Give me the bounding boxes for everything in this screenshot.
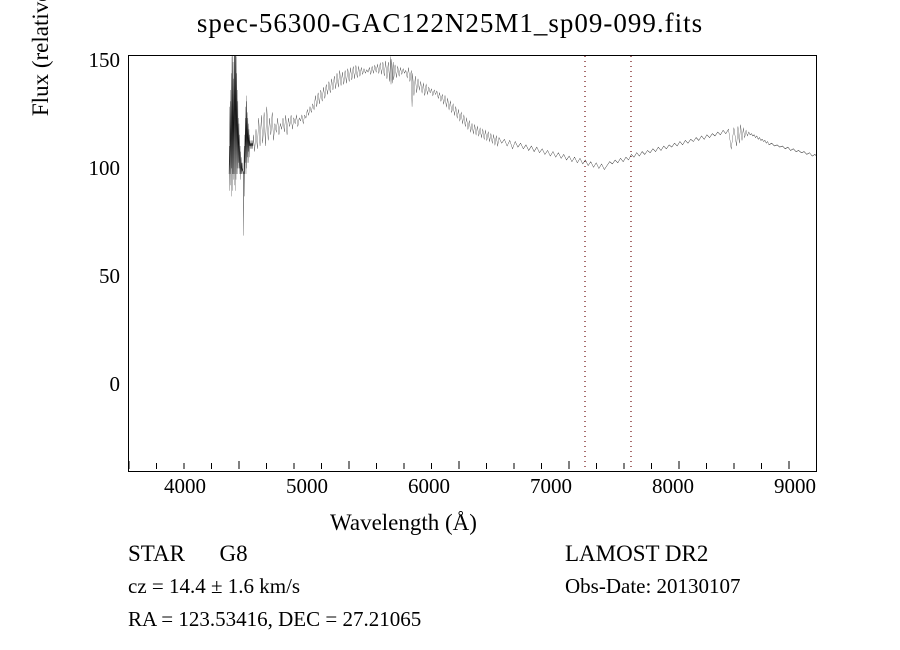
y-axis-label: Flux (relative) <box>28 0 54 150</box>
star-info-line: STAR G8 <box>128 541 248 567</box>
y-tick-100: 100 <box>70 156 120 181</box>
y-tick-0: 0 <box>70 372 120 397</box>
x-tick-8000: 8000 <box>638 474 708 499</box>
chart-title: spec-56300-GAC122N25M1_sp09-099.fits <box>0 8 900 39</box>
coords-line: RA = 123.53416, DEC = 27.21065 <box>128 607 421 632</box>
plot-area <box>128 55 817 472</box>
x-tick-5000: 5000 <box>272 474 342 499</box>
y-tick-50: 50 <box>70 264 120 289</box>
obs-date-line: Obs-Date: 20130107 <box>565 574 741 599</box>
x-tick-7000: 7000 <box>516 474 586 499</box>
x-axis-label: Wavelength (Å) <box>330 510 477 536</box>
flux-spectrum-line <box>229 56 816 236</box>
x-tick-4000: 4000 <box>150 474 220 499</box>
y-tick-150: 150 <box>70 48 120 73</box>
x-tick-9000: 9000 <box>760 474 830 499</box>
spectrum-plot-window: spec-56300-GAC122N25M1_sp09-099.fits Flu… <box>0 0 900 650</box>
survey-name-line: LAMOST DR2 <box>565 541 708 567</box>
velocity-line: cz = 14.4 ± 1.6 km/s <box>128 574 300 599</box>
star-label: STAR <box>128 541 185 566</box>
x-tick-6000: 6000 <box>394 474 464 499</box>
spectrum-svg <box>129 56 816 471</box>
star-type-value: G8 <box>219 541 247 566</box>
